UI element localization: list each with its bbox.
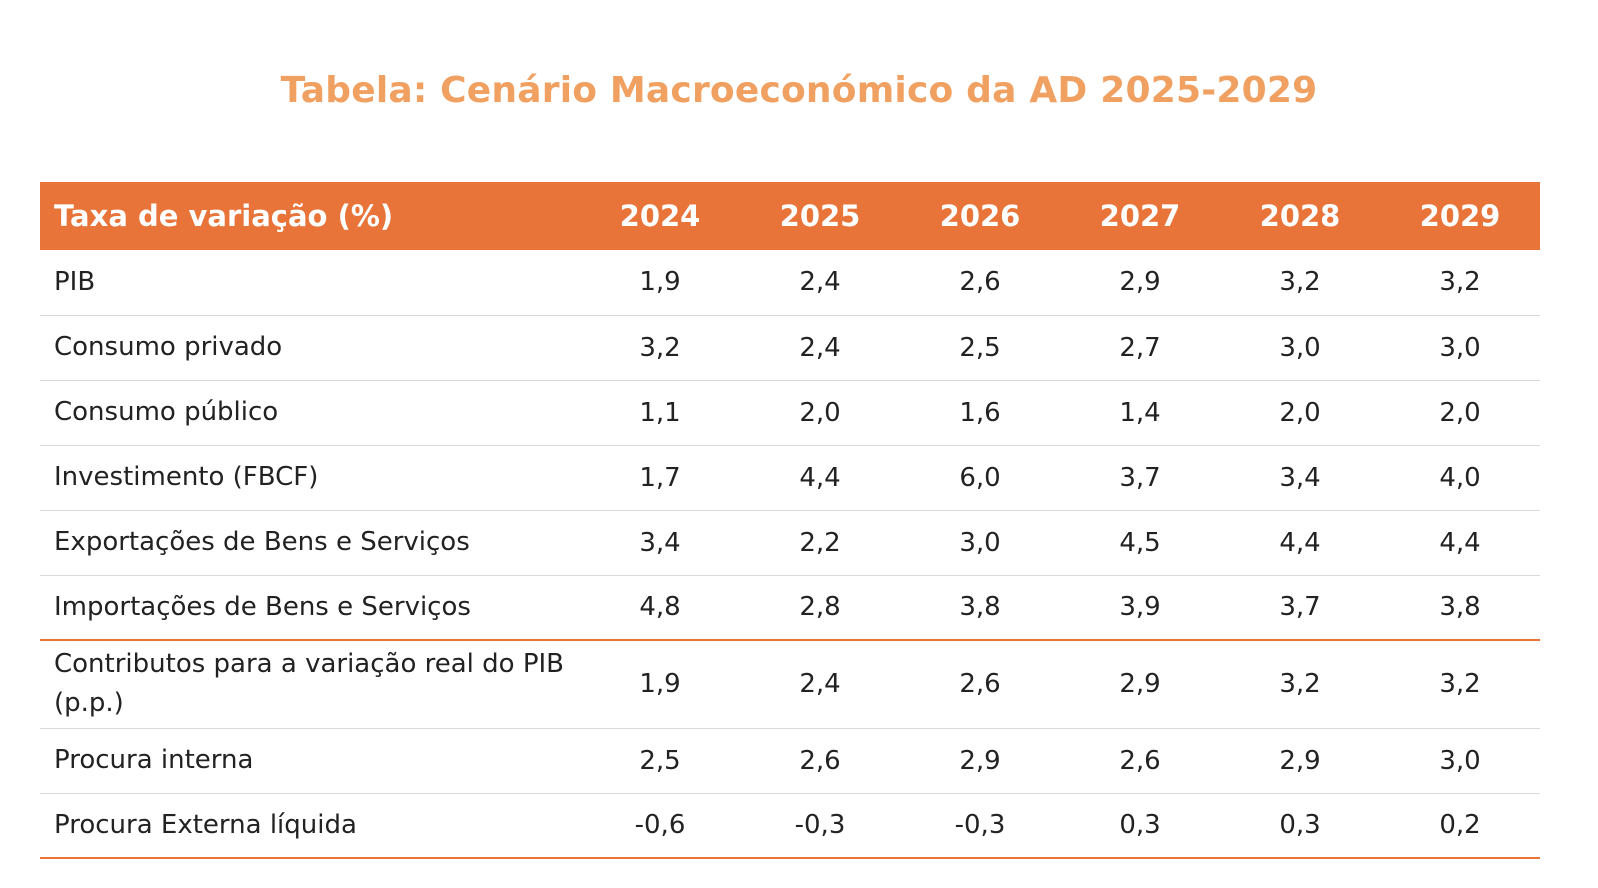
cell-value: 4,0: [1380, 445, 1540, 511]
row-label: Procura interna: [40, 728, 580, 794]
cell-value: 2,9: [900, 728, 1060, 794]
row-label: Consumo privado: [40, 315, 580, 381]
cell-value: 3,0: [1220, 315, 1380, 381]
cell-value: 3,2: [1380, 640, 1540, 729]
cell-value: 1,1: [580, 380, 740, 446]
header-row: Taxa de variação (%) 2024 2025 2026 2027…: [40, 182, 1540, 250]
row-label: PIB: [40, 250, 580, 316]
cell-value: 3,4: [1220, 445, 1380, 511]
cell-value: 2,2: [740, 510, 900, 576]
cell-value: 2,9: [1060, 250, 1220, 316]
header-label: Taxa de variação (%): [54, 199, 394, 233]
row-label: Contributos para a variação real do PIB …: [40, 640, 580, 729]
header-year: 2024: [619, 199, 701, 233]
cell-value: 3,4: [580, 510, 740, 576]
table-row: Consumo público 1,1 2,0 1,6 1,4 2,0 2,0: [40, 380, 1540, 446]
header-year: 2028: [1259, 199, 1341, 233]
header-year: 2025: [779, 199, 861, 233]
cell-value: 3,0: [900, 510, 1060, 576]
cell-value: 4,8: [580, 575, 740, 641]
table-row: Contributos para a variação real do PIB …: [40, 640, 1540, 729]
cell-value: 3,7: [1060, 445, 1220, 511]
row-label: Consumo público: [40, 380, 580, 446]
cell-value: 2,6: [900, 250, 1060, 316]
cell-value: 2,8: [740, 575, 900, 641]
cell-value: 2,0: [1220, 380, 1380, 446]
row-label: Importações de Bens e Serviços: [40, 575, 580, 641]
macro-table: Taxa de variação (%) 2024 2025 2026 2027…: [40, 182, 1540, 859]
cell-value: 2,4: [740, 315, 900, 381]
header-year: 2026: [939, 199, 1021, 233]
cell-value: 3,8: [1380, 575, 1540, 641]
table-row: Importações de Bens e Serviços 4,8 2,8 3…: [40, 575, 1540, 641]
cell-value: 3,2: [1220, 640, 1380, 729]
header-year: 2027: [1099, 199, 1181, 233]
cell-value: 0,3: [1060, 793, 1220, 859]
cell-value: 1,4: [1060, 380, 1220, 446]
cell-value: 2,5: [580, 728, 740, 794]
cell-value: 2,6: [740, 728, 900, 794]
cell-value: 3,2: [1380, 250, 1540, 316]
cell-value: 2,7: [1060, 315, 1220, 381]
cell-value: 0,3: [1220, 793, 1380, 859]
cell-value: 6,0: [900, 445, 1060, 511]
table-row: Consumo privado 3,2 2,4 2,5 2,7 3,0 3,0: [40, 315, 1540, 381]
cell-value: 3,2: [580, 315, 740, 381]
cell-value: 0,2: [1380, 793, 1540, 859]
cell-value: 1,9: [580, 640, 740, 729]
cell-value: 2,9: [1220, 728, 1380, 794]
cell-value: 4,4: [1380, 510, 1540, 576]
cell-value: 2,0: [1380, 380, 1540, 446]
table-title: Tabela: Cenário Macroeconómico da AD 202…: [280, 70, 1318, 111]
cell-value: 2,4: [740, 640, 900, 729]
cell-value: 4,4: [1220, 510, 1380, 576]
cell-value: -0,3: [900, 793, 1060, 859]
table-row: PIB 1,9 2,4 2,6 2,9 3,2 3,2: [40, 250, 1540, 316]
table-row: Investimento (FBCF) 1,7 4,4 6,0 3,7 3,4 …: [40, 445, 1540, 511]
cell-value: 1,9: [580, 250, 740, 316]
cell-value: 2,6: [900, 640, 1060, 729]
cell-value: 4,4: [740, 445, 900, 511]
row-label: Procura Externa líquida: [40, 793, 580, 859]
cell-value: 1,7: [580, 445, 740, 511]
cell-value: -0,6: [580, 793, 740, 859]
cell-value: 2,9: [1060, 640, 1220, 729]
cell-value: 2,0: [740, 380, 900, 446]
header-year: 2029: [1419, 199, 1501, 233]
table-row: Exportações de Bens e Serviços 3,4 2,2 3…: [40, 510, 1540, 576]
cell-value: 3,0: [1380, 728, 1540, 794]
cell-value: 3,0: [1380, 315, 1540, 381]
cell-value: 3,8: [900, 575, 1060, 641]
cell-value: 2,5: [900, 315, 1060, 381]
cell-value: -0,3: [740, 793, 900, 859]
cell-value: 3,7: [1220, 575, 1380, 641]
cell-value: 3,2: [1220, 250, 1380, 316]
table-row: Procura Externa líquida -0,6 -0,3 -0,3 0…: [40, 793, 1540, 859]
row-label: Exportações de Bens e Serviços: [40, 510, 580, 576]
cell-value: 3,9: [1060, 575, 1220, 641]
table-row: Procura interna 2,5 2,6 2,9 2,6 2,9 3,0: [40, 728, 1540, 794]
row-label: Investimento (FBCF): [40, 445, 580, 511]
cell-value: 4,5: [1060, 510, 1220, 576]
cell-value: 2,4: [740, 250, 900, 316]
cell-value: 1,6: [900, 380, 1060, 446]
cell-value: 2,6: [1060, 728, 1220, 794]
